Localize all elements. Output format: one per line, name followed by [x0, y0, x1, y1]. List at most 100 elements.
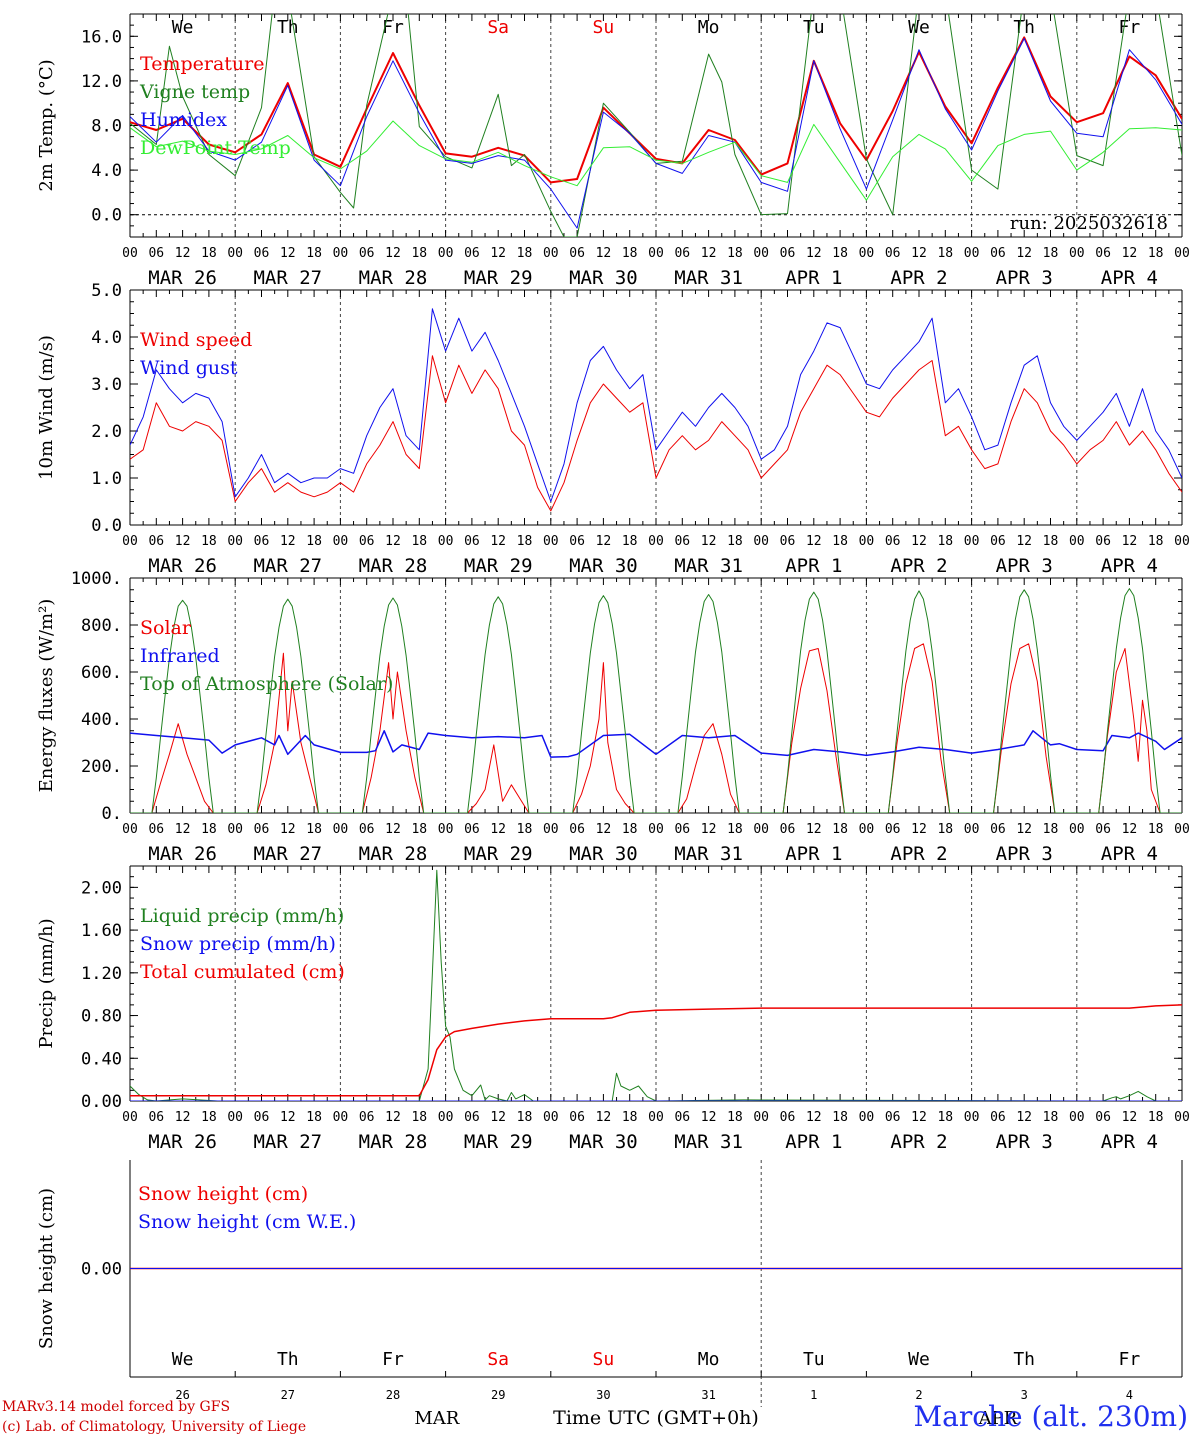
hour-tick-label: 06: [359, 822, 375, 837]
series-line-wind-speed: [130, 355, 1182, 512]
hour-tick-label: 18: [1148, 246, 1164, 261]
hour-tick-label: 06: [359, 246, 375, 261]
hour-tick-label: 12: [385, 534, 401, 549]
y-axis-title: 10m Wind (m/s): [36, 335, 57, 480]
hour-tick-label: 18: [306, 1110, 322, 1125]
hour-tick-label: 18: [201, 1110, 217, 1125]
y-tick-label: 16.0: [81, 27, 122, 47]
weekday-label: Mo: [698, 17, 720, 38]
hour-tick-label: 18: [727, 246, 743, 261]
hour-tick-label: 12: [701, 1110, 717, 1125]
hour-tick-label: 00: [1069, 822, 1085, 837]
hour-tick-label: 12: [911, 246, 927, 261]
hour-tick-label: 00: [964, 822, 980, 837]
hour-tick-label: 00: [438, 246, 454, 261]
weekday-label: We: [908, 17, 930, 38]
hour-tick-label: 06: [1095, 534, 1111, 549]
hour-tick-label: 18: [201, 822, 217, 837]
hour-tick-label: 12: [385, 1110, 401, 1125]
hour-tick-label: 00: [543, 246, 559, 261]
day-label: APR 1: [785, 843, 842, 865]
hour-tick-label: 06: [464, 1110, 480, 1125]
hour-tick-label: 18: [306, 822, 322, 837]
hour-tick-label: 12: [280, 246, 296, 261]
hour-tick-label: 06: [464, 822, 480, 837]
day-label: APR 2: [890, 1131, 947, 1153]
y-tick-label: 1000.: [71, 569, 122, 589]
hour-tick-label: 00: [122, 1110, 138, 1125]
series-group: [130, 869, 1182, 1101]
y-tick-label: 1.0: [91, 469, 122, 489]
hour-tick-label: 18: [622, 822, 638, 837]
y-tick-label: 0.00: [81, 1260, 122, 1280]
legend-entry: Humidex: [140, 109, 227, 131]
legend-entry: Wind speed: [140, 329, 252, 351]
hour-tick-label: 06: [148, 1110, 164, 1125]
day-label: APR 4: [1101, 267, 1158, 289]
hour-tick-label: 18: [306, 534, 322, 549]
y-tick-label: 1.20: [81, 964, 122, 984]
hour-tick-label: 00: [543, 534, 559, 549]
day-label: MAR 28: [359, 267, 428, 289]
hour-tick-label: 12: [490, 822, 506, 837]
y-tick-label: 4.0: [91, 161, 122, 181]
day-label: APR 2: [890, 555, 947, 577]
legend-entry: Infrared: [140, 645, 220, 667]
hour-tick-label: 00: [648, 1110, 664, 1125]
hour-tick-label: 06: [359, 534, 375, 549]
day-label: MAR 27: [253, 555, 322, 577]
day-label: APR 1: [785, 555, 842, 577]
legend-entry: DewPoint Temp: [140, 137, 291, 159]
hour-tick-label: 06: [780, 822, 796, 837]
legend-entry: Temperature: [140, 53, 264, 75]
hour-tick-label: 18: [1148, 822, 1164, 837]
hour-tick-label: 00: [964, 1110, 980, 1125]
hour-tick-label: 12: [1016, 534, 1032, 549]
lab-credit: (c) Lab. of Climatology, University of L…: [2, 1419, 307, 1435]
day-label: MAR 29: [464, 843, 533, 865]
hour-tick-label: 00: [227, 534, 243, 549]
weekday-label: Fr: [1119, 1349, 1141, 1370]
day-number-label: 27: [281, 1388, 295, 1402]
y-tick-label: 0.00: [81, 1092, 122, 1112]
hour-tick-label: 18: [937, 534, 953, 549]
y-tick-label: 5.0: [91, 281, 122, 301]
hour-tick-label: 06: [990, 822, 1006, 837]
hour-tick-label: 00: [333, 1110, 349, 1125]
hour-tick-label: 00: [122, 822, 138, 837]
y-tick-label: 600.: [81, 663, 122, 683]
legend-entry: Total cumulated (cm): [140, 961, 345, 983]
y-tick-label: 0.40: [81, 1049, 122, 1069]
hour-tick-label: 18: [517, 246, 533, 261]
day-label: MAR 26: [148, 1131, 217, 1153]
day-label: MAR 26: [148, 555, 217, 577]
hour-tick-label: 18: [1043, 822, 1059, 837]
month-label: MAR: [414, 1408, 459, 1429]
day-label: APR 1: [785, 1131, 842, 1153]
y-tick-label: 200.: [81, 757, 122, 777]
day-number-label: 30: [596, 1388, 610, 1402]
day-label: APR 2: [890, 843, 947, 865]
hour-tick-label: 12: [280, 534, 296, 549]
series-line-humidex: [130, 38, 1182, 229]
y-tick-label: 0.: [102, 804, 122, 824]
hour-tick-label: 06: [674, 534, 690, 549]
weekday-label: Fr: [1119, 17, 1141, 38]
hour-tick-label: 18: [411, 246, 427, 261]
day-number-label: 2: [915, 1388, 922, 1402]
hour-tick-label: 18: [1148, 534, 1164, 549]
y-tick-label: 1.60: [81, 921, 122, 941]
hour-tick-label: 18: [937, 1110, 953, 1125]
hour-tick-label: 12: [385, 246, 401, 261]
y-tick-label: 0.0: [91, 516, 122, 536]
day-label: MAR 30: [569, 555, 638, 577]
hour-tick-label: 06: [674, 1110, 690, 1125]
hour-tick-label: 18: [306, 246, 322, 261]
legend-entry: Liquid precip (mm/h): [140, 905, 344, 927]
y-tick-label: 12.0: [81, 72, 122, 92]
hour-tick-label: 06: [990, 1110, 1006, 1125]
legend-entry: Solar: [140, 617, 192, 639]
legend-entry: Snow height (cm): [138, 1183, 308, 1205]
day-label: MAR 28: [359, 555, 428, 577]
day-number-label: 4: [1126, 1388, 1133, 1402]
